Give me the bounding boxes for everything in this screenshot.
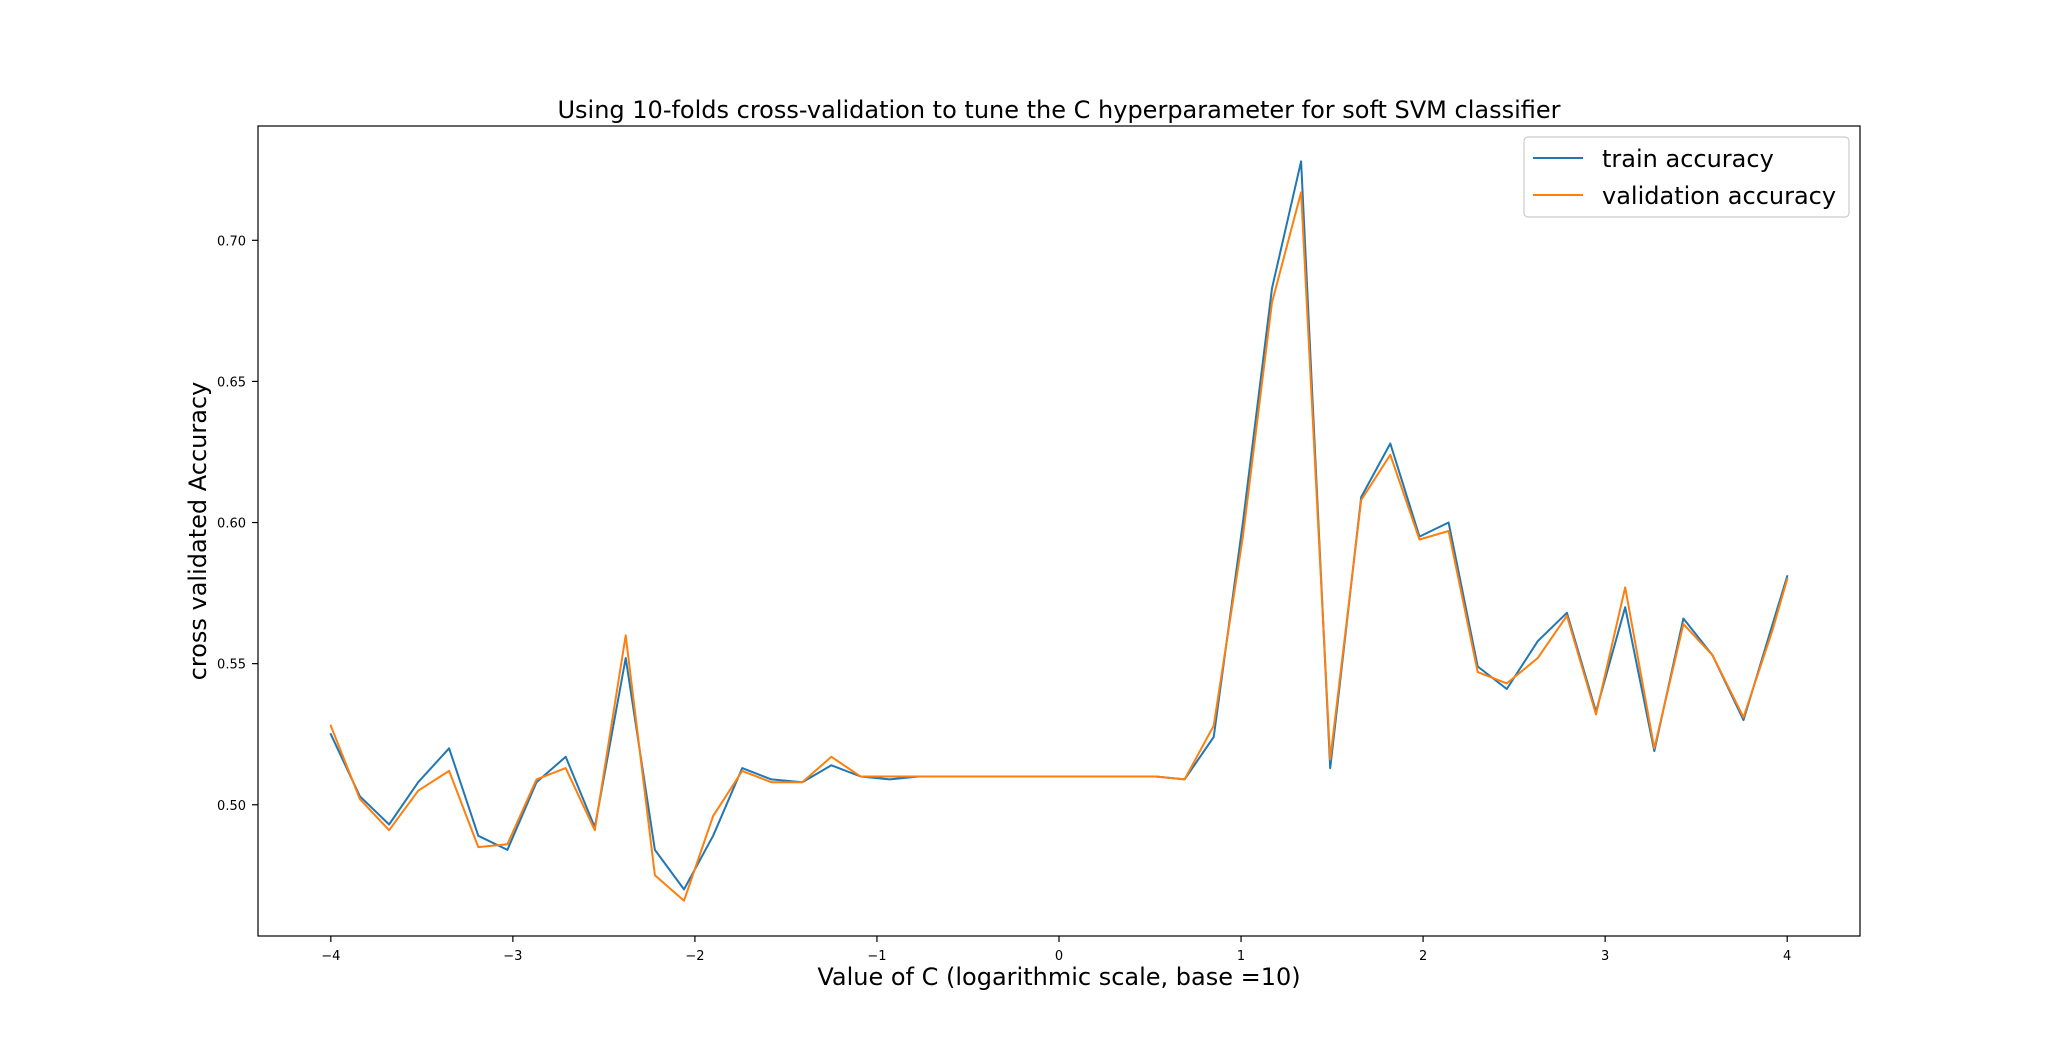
plot-area [329, 160, 1789, 902]
legend: train accuracy validation accuracy [1523, 136, 1850, 218]
x-tick-label: −4 [321, 949, 340, 964]
x-tick-label: 1 [1237, 949, 1245, 964]
y-tick-label: 0.60 [217, 517, 246, 532]
x-tick-label: −2 [685, 949, 704, 964]
y-axis-label: cross validated Accuracy [184, 382, 212, 681]
y-axis: 0.50 0.55 0.60 0.65 0.70 [217, 234, 258, 814]
chart-title: Using 10-folds cross-validation to tune … [557, 96, 1560, 124]
x-tick-label: 0 [1055, 949, 1063, 964]
x-tick-label: 4 [1783, 949, 1791, 964]
x-axis: −4 −3 −2 −1 0 1 2 3 4 [321, 936, 1791, 964]
y-tick-label: 0.55 [217, 658, 246, 673]
x-tick-label: 2 [1419, 949, 1427, 964]
legend-box [1523, 136, 1850, 218]
y-tick-label: 0.65 [217, 375, 246, 390]
legend-label-train: train accuracy [1602, 145, 1774, 173]
legend-label-validation: validation accuracy [1602, 182, 1836, 210]
series-line-validation [329, 191, 1789, 902]
x-tick-label: −3 [503, 949, 522, 964]
y-tick-label: 0.70 [217, 234, 246, 249]
y-tick-label: 0.50 [217, 799, 246, 814]
x-tick-label: −1 [867, 949, 886, 964]
x-tick-label: 3 [1601, 949, 1609, 964]
x-axis-label: Value of C (logarithmic scale, base =10) [817, 963, 1300, 991]
